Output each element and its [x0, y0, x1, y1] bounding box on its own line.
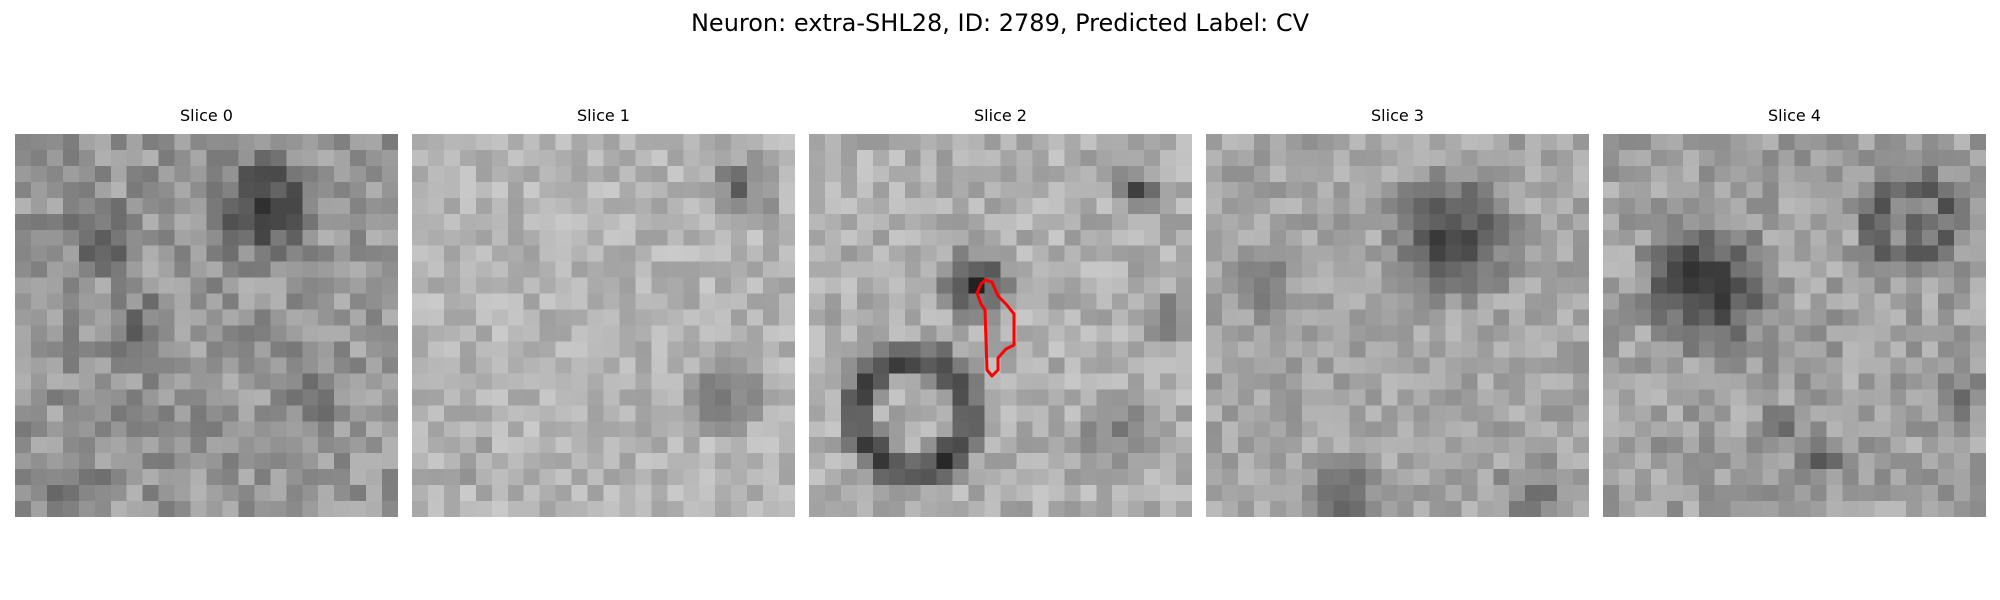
slice-image — [412, 134, 795, 517]
slice-title: Slice 3 — [1371, 106, 1424, 125]
slice-title: Slice 2 — [974, 106, 1027, 125]
slice-title: Slice 1 — [577, 106, 630, 125]
figure-title: Neuron: extra-SHL28, ID: 2789, Predicted… — [690, 9, 1310, 37]
slice-title: Slice 0 — [180, 106, 233, 125]
slice-image — [1206, 134, 1589, 517]
slice-image — [809, 134, 1192, 517]
slice-title: Slice 4 — [1768, 106, 1821, 125]
slice-image — [1603, 134, 1986, 517]
slice-image — [15, 134, 398, 517]
